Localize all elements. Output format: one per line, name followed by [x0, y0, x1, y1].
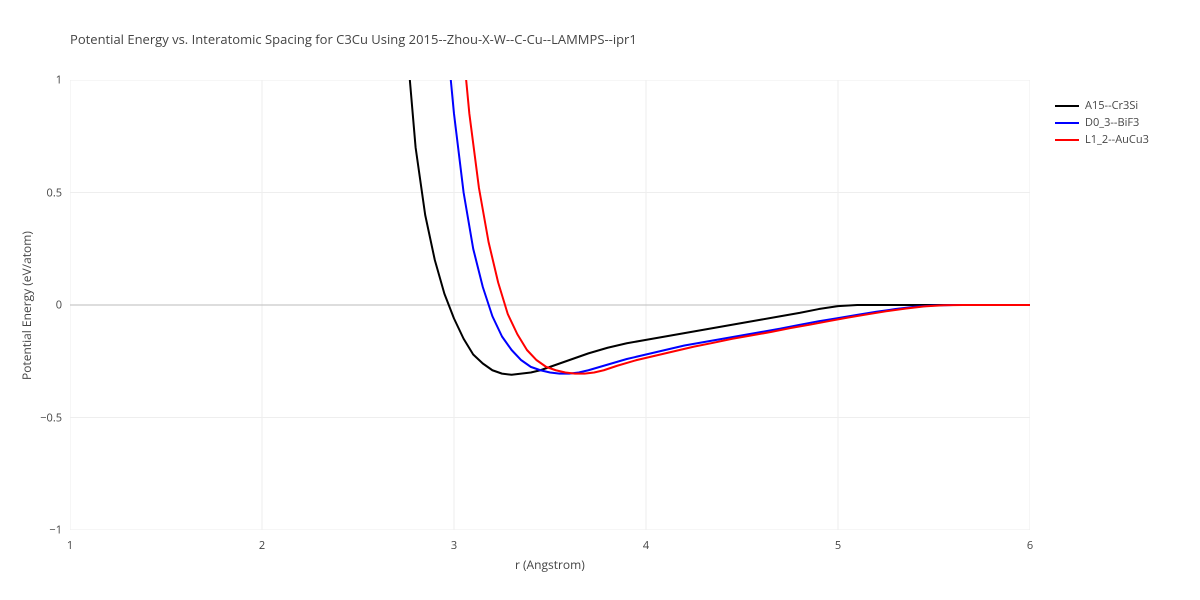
legend-label: L1_2--AuCu3: [1085, 132, 1149, 147]
legend-item[interactable]: D0_3--BiF3: [1055, 115, 1139, 130]
x-tick-label: 5: [835, 538, 841, 553]
y-tick-label: −0.5: [32, 410, 62, 425]
legend-label: D0_3--BiF3: [1085, 115, 1139, 130]
plot-area: [70, 80, 1030, 530]
series-group: [396, 80, 1030, 375]
y-tick-label: 0: [32, 298, 62, 313]
legend-item[interactable]: A15--Cr3Si: [1055, 98, 1138, 113]
chart-title: Potential Energy vs. Interatomic Spacing…: [70, 30, 637, 48]
legend-swatch: [1055, 139, 1079, 141]
legend-item[interactable]: L1_2--AuCu3: [1055, 132, 1149, 147]
x-tick-label: 3: [451, 538, 457, 553]
y-tick-label: 1: [32, 73, 62, 88]
x-tick-label: 2: [259, 538, 265, 553]
legend-label: A15--Cr3Si: [1085, 98, 1138, 113]
x-tick-label: 6: [1027, 538, 1033, 553]
y-tick-label: −1: [32, 523, 62, 538]
y-tick-label: 0.5: [32, 185, 62, 200]
x-axis-label: r (Angstrom): [515, 556, 585, 573]
x-tick-label: 4: [643, 538, 649, 553]
series-line-1[interactable]: [435, 80, 1030, 374]
legend-swatch: [1055, 122, 1079, 124]
x-tick-label: 1: [67, 538, 73, 553]
series-line-0[interactable]: [396, 80, 1030, 375]
legend-swatch: [1055, 105, 1079, 107]
chart-container: { "chart": { "type": "line", "title": "P…: [0, 0, 1200, 600]
series-line-2[interactable]: [450, 80, 1030, 374]
